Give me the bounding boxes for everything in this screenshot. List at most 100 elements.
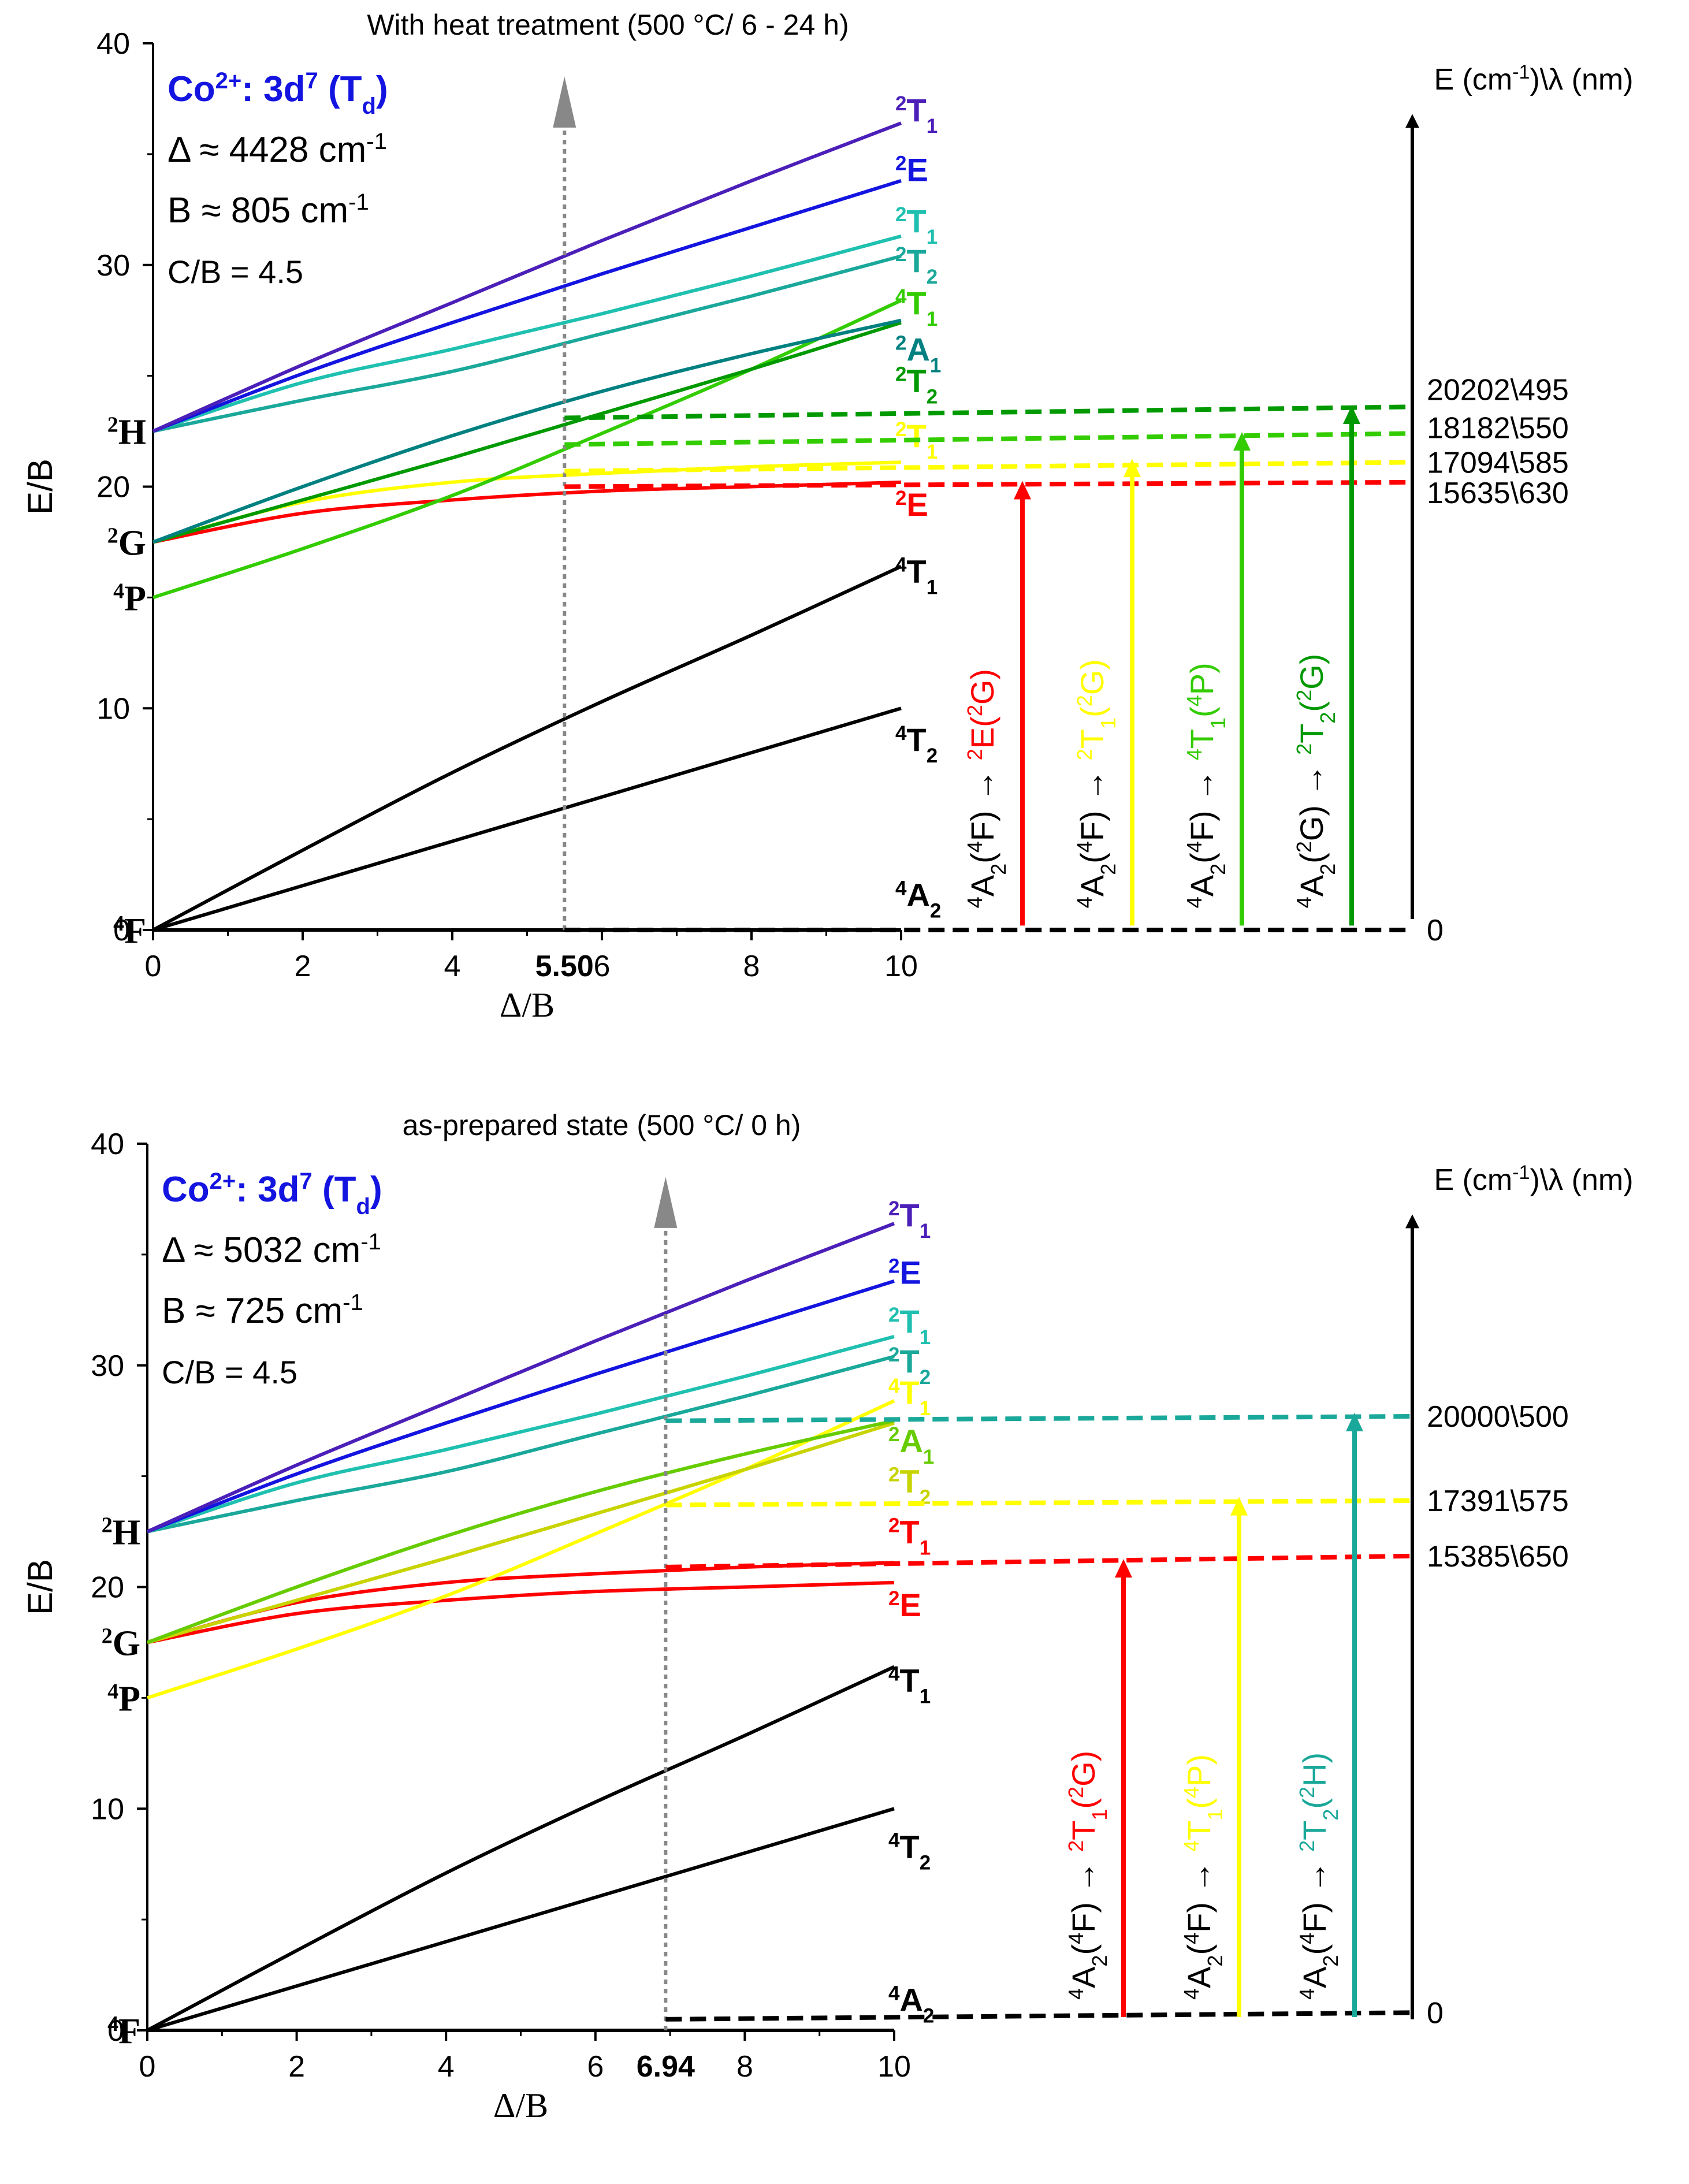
chart-title: as-prepared state (500 °C/ 0 h) xyxy=(403,1109,801,1141)
curve-label-2T2: 2T2 xyxy=(888,1343,931,1389)
chart-title: With heat treatment (500 °C/ 6 - 24 h) xyxy=(367,9,849,41)
series-line-4T2 xyxy=(152,706,902,932)
x-tick-label: 4 xyxy=(438,2050,455,2083)
level-energy-label: 17094\585 xyxy=(1427,446,1569,479)
marker-arrowhead xyxy=(553,76,576,128)
transition-label-1: 4A2(4F) → 2T1(2G) xyxy=(1073,659,1120,908)
curve-label-2E: 2E xyxy=(888,1255,921,1291)
series-line-4T1 xyxy=(152,299,902,600)
x-axis-label: Δ/B xyxy=(493,2086,548,2125)
level-energy-label: 17391\575 xyxy=(1427,1484,1569,1518)
series-line-4T1 xyxy=(146,1665,895,2032)
free-ion-term-2H: 2H xyxy=(102,1513,140,1553)
curve-label-2T1: 2T1 xyxy=(888,1514,931,1560)
level-energy-label: 20202\495 xyxy=(1427,373,1569,407)
free-ion-term-2G: 2G xyxy=(102,1624,140,1663)
param-2: C/B = 4.5 xyxy=(162,1354,297,1390)
free-ion-term-4P: 4P xyxy=(107,1679,140,1718)
series-line-2T2 xyxy=(147,1421,895,1644)
series-line-2E xyxy=(147,1580,895,1644)
panel-as-prepared: as-prepared state (500 °C/ 0 h)010203040… xyxy=(21,1109,1634,2125)
ion-header: Co2+: 3d7 (Td) xyxy=(168,68,388,119)
energy-axis-label: E (cm-1)\λ (nm) xyxy=(1434,61,1633,96)
level-line-2 xyxy=(564,460,1413,474)
curve-label-2E: 2E xyxy=(895,486,928,523)
param-1: B ≈ 805 cm-1 xyxy=(168,189,369,230)
curve-label-4A2: 4A2 xyxy=(895,877,941,922)
x-tick-label: 6 xyxy=(594,950,611,983)
free-ion-term-4P: 4P xyxy=(113,579,146,618)
y-tick-label: 0 xyxy=(107,2014,124,2048)
transition-arrowhead-0 xyxy=(1115,1559,1132,1578)
x-tick-label: 4 xyxy=(444,950,461,983)
curve-label-2T1: 2T1 xyxy=(895,418,937,463)
ion-header: Co2+: 3d7 (Td) xyxy=(162,1169,382,1219)
marker-arrowhead xyxy=(654,1177,678,1228)
x-tick-label: 0 xyxy=(139,2050,156,2083)
x-tick-label: 6 xyxy=(587,2050,604,2083)
level-energy-label: 15385\650 xyxy=(1427,1540,1569,1573)
level-line-3 xyxy=(665,1414,1413,1423)
transition-arrowhead-2 xyxy=(1346,1412,1363,1431)
transition-arrowhead-0 xyxy=(1014,481,1031,500)
curve-label-2T2: 2T2 xyxy=(895,362,937,408)
x-tick-label: 2 xyxy=(295,950,311,983)
curve-label-4T1: 4T1 xyxy=(888,1662,931,1708)
level-line-1 xyxy=(564,479,1413,489)
series-line-2A1 xyxy=(146,1419,895,1644)
curve-label-4T1: 4T1 xyxy=(888,1374,931,1420)
energy-axis-label: E (cm-1)\λ (nm) xyxy=(1434,1162,1633,1197)
level-energy-label: 20000\500 xyxy=(1427,1400,1569,1434)
curve-label-4T1: 4T1 xyxy=(895,553,937,598)
curve-label-2T1: 2T1 xyxy=(895,203,937,248)
y-axis-label: E/B xyxy=(21,1559,59,1615)
curve-label-2A1: 2A1 xyxy=(888,1423,934,1468)
curve-label-4A2: 4A2 xyxy=(888,1981,934,2027)
curve-label-2T2: 2T2 xyxy=(895,243,937,288)
y-tick-label: 40 xyxy=(91,1128,124,1161)
series-line-2T1 xyxy=(146,1222,895,1534)
y-tick-label: 30 xyxy=(96,249,130,282)
series-line-2T1 xyxy=(147,1334,895,1534)
transition-label-2: 4A2(4F) → 2T2(2H) xyxy=(1295,1753,1342,2000)
curve-label-2T2: 2T2 xyxy=(888,1463,931,1508)
curve-label-2A1: 2A1 xyxy=(895,332,941,377)
level-line-1 xyxy=(665,1553,1413,1569)
x-axis-label: Δ/B xyxy=(500,986,555,1024)
curve-label-2E: 2E xyxy=(895,152,928,188)
y-tick-label: 30 xyxy=(91,1349,124,1383)
level-line-2 xyxy=(665,1498,1413,1508)
level-energy-label: 18182\550 xyxy=(1427,411,1569,445)
x-tick-label: 0 xyxy=(145,950,162,983)
level-line-0 xyxy=(665,2010,1413,2022)
level-line-4 xyxy=(564,404,1413,421)
series-line-2T1 xyxy=(147,1561,895,1644)
free-ion-term-4F: 4F xyxy=(107,2012,140,2051)
transition-label-2: 4A2(4F) → 4T1(4P) xyxy=(1182,663,1230,908)
series-line-4T1 xyxy=(147,1399,895,1700)
marker-label: 6.94 xyxy=(637,2050,695,2083)
level-line-3 xyxy=(564,431,1413,447)
curve-label-4T2: 4T2 xyxy=(888,1828,931,1874)
transition-label-1: 4A2(4F) → 4T1(4P) xyxy=(1180,1754,1227,2000)
param-0: Δ ≈ 5032 cm-1 xyxy=(162,1229,381,1270)
transition-label-3: 4A2(2G) → 2T2(2G) xyxy=(1292,654,1340,909)
series-line-4T1 xyxy=(152,564,902,932)
transition-arrowhead-1 xyxy=(1230,1497,1248,1516)
level-energy-label: 0 xyxy=(1427,1996,1444,2030)
y-tick-label: 20 xyxy=(96,471,130,504)
curve-label-2T1: 2T1 xyxy=(895,92,937,137)
y-tick-label: 40 xyxy=(96,27,130,61)
series-line-2T2 xyxy=(147,1355,895,1534)
level-energy-label: 0 xyxy=(1427,914,1444,947)
transition-arrowhead-1 xyxy=(1123,459,1141,478)
transition-label-0: 4A2(4F) → 2T1(2G) xyxy=(1064,1751,1111,2000)
marker-label: 5.50 xyxy=(535,950,594,983)
series-line-2T1 xyxy=(152,121,902,433)
x-tick-label: 10 xyxy=(884,950,918,983)
transition-arrowhead-3 xyxy=(1343,405,1360,425)
curve-label-4T2: 4T2 xyxy=(895,721,937,767)
series-line-2T1 xyxy=(152,234,902,433)
series-line-2E xyxy=(152,179,902,433)
curve-label-2E: 2E xyxy=(888,1587,921,1623)
